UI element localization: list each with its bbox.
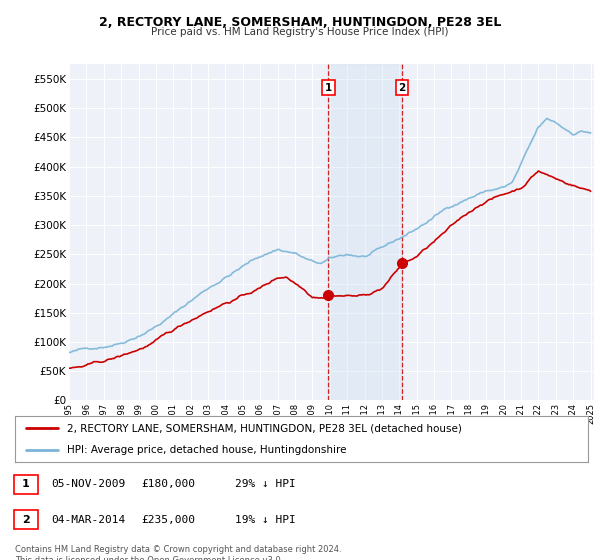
Bar — [328, 64, 402, 400]
Text: Contains HM Land Registry data © Crown copyright and database right 2024.
This d: Contains HM Land Registry data © Crown c… — [15, 545, 341, 560]
Text: 2, RECTORY LANE, SOMERSHAM, HUNTINGDON, PE28 3EL: 2, RECTORY LANE, SOMERSHAM, HUNTINGDON, … — [99, 16, 501, 29]
Text: 2: 2 — [22, 515, 29, 525]
Text: 1: 1 — [22, 479, 29, 489]
Text: £235,000: £235,000 — [142, 515, 196, 525]
Text: 2: 2 — [398, 83, 406, 93]
Text: 1: 1 — [325, 83, 332, 93]
Text: Price paid vs. HM Land Registry's House Price Index (HPI): Price paid vs. HM Land Registry's House … — [151, 27, 449, 37]
Text: 19% ↓ HPI: 19% ↓ HPI — [235, 515, 295, 525]
Text: HPI: Average price, detached house, Huntingdonshire: HPI: Average price, detached house, Hunt… — [67, 445, 346, 455]
Text: 2, RECTORY LANE, SOMERSHAM, HUNTINGDON, PE28 3EL (detached house): 2, RECTORY LANE, SOMERSHAM, HUNTINGDON, … — [67, 423, 461, 433]
Text: £180,000: £180,000 — [142, 479, 196, 489]
Text: 29% ↓ HPI: 29% ↓ HPI — [235, 479, 295, 489]
Text: 04-MAR-2014: 04-MAR-2014 — [52, 515, 126, 525]
Text: 05-NOV-2009: 05-NOV-2009 — [52, 479, 126, 489]
